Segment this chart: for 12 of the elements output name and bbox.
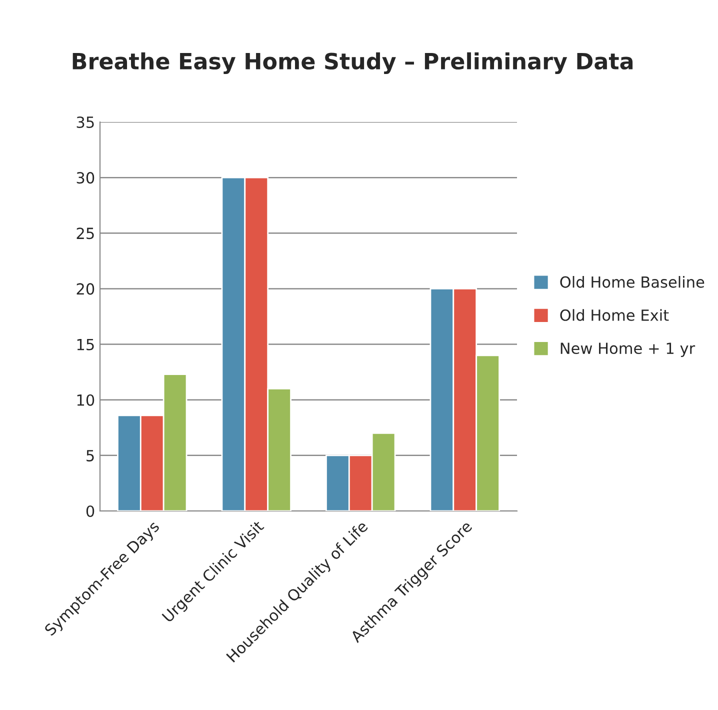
- y-tick-label: 0: [86, 505, 94, 518]
- y-tick-label: 35: [76, 116, 94, 128]
- chart-title: Breathe Easy Home Study – Preliminary Data: [72, 52, 633, 74]
- y-tick-label: 15: [77, 338, 94, 350]
- y-tick-label: 30: [76, 172, 94, 184]
- y-tick-label: 25: [76, 228, 94, 240]
- legend-label: Old Home Baseline: [560, 276, 704, 288]
- y-tick-label: 20: [76, 283, 94, 295]
- legend-label: New Home + 1 yr: [560, 342, 696, 358]
- y-tick-label: 5: [86, 450, 94, 462]
- y-tick-label: 10: [77, 394, 94, 406]
- legend-label: Old Home Exit: [560, 309, 669, 321]
